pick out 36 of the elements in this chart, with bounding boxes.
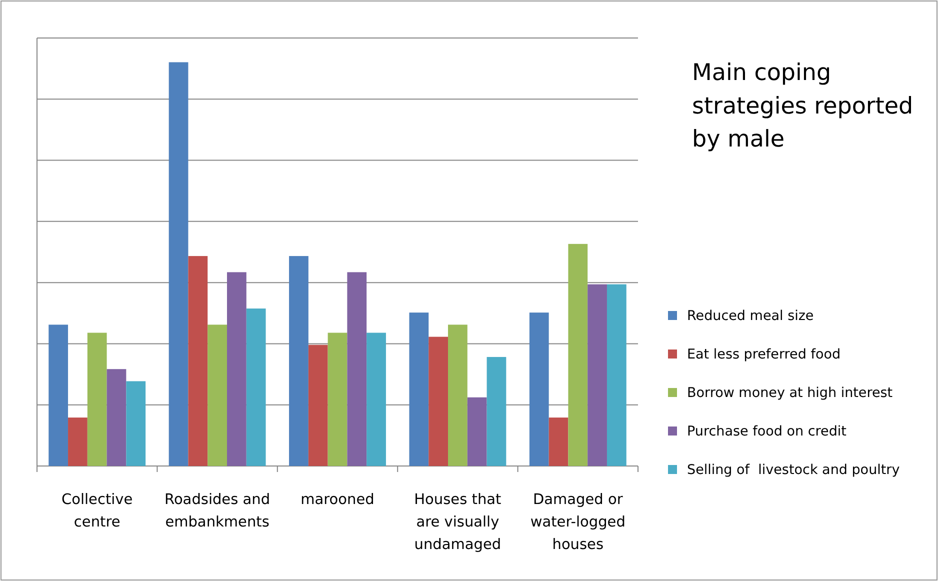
bar [486,356,506,466]
legend-label: Eat less preferred food [687,346,841,362]
bar [226,272,246,466]
bar [68,418,88,466]
legend-label: Reduced meal size [687,308,814,324]
bar [467,397,487,466]
bar [428,336,448,466]
bar [568,244,588,466]
x-tick-label: Houses that are visually undamaged [414,492,502,553]
bar [308,344,328,466]
legend-label: Borrow money at high interest [687,385,893,401]
legend-label: Purchase food on credit [687,424,846,440]
legend-label: Selling of livestock and poultry [687,462,900,478]
bar [606,284,626,466]
bar [289,256,308,466]
x-tick-label: Roadsides and embankments [164,492,270,530]
bar [126,381,146,466]
bar [208,324,227,466]
bar [188,256,208,466]
bar [87,332,107,466]
bar [48,324,68,466]
bar [246,308,266,466]
bar [328,332,348,466]
bar [409,312,429,466]
bar [448,324,468,466]
bar [529,312,549,466]
bar [548,418,568,466]
x-tick-label: Collective centre [62,492,133,530]
bar [106,369,126,466]
text: Main coping strategies reported by male [692,60,914,153]
x-tick-label: marooned [300,492,374,508]
bar [588,284,607,466]
bar [168,62,188,466]
x-tick-label: Damaged or water-logged houses [530,492,626,553]
bar [347,272,367,466]
bar [366,332,386,466]
